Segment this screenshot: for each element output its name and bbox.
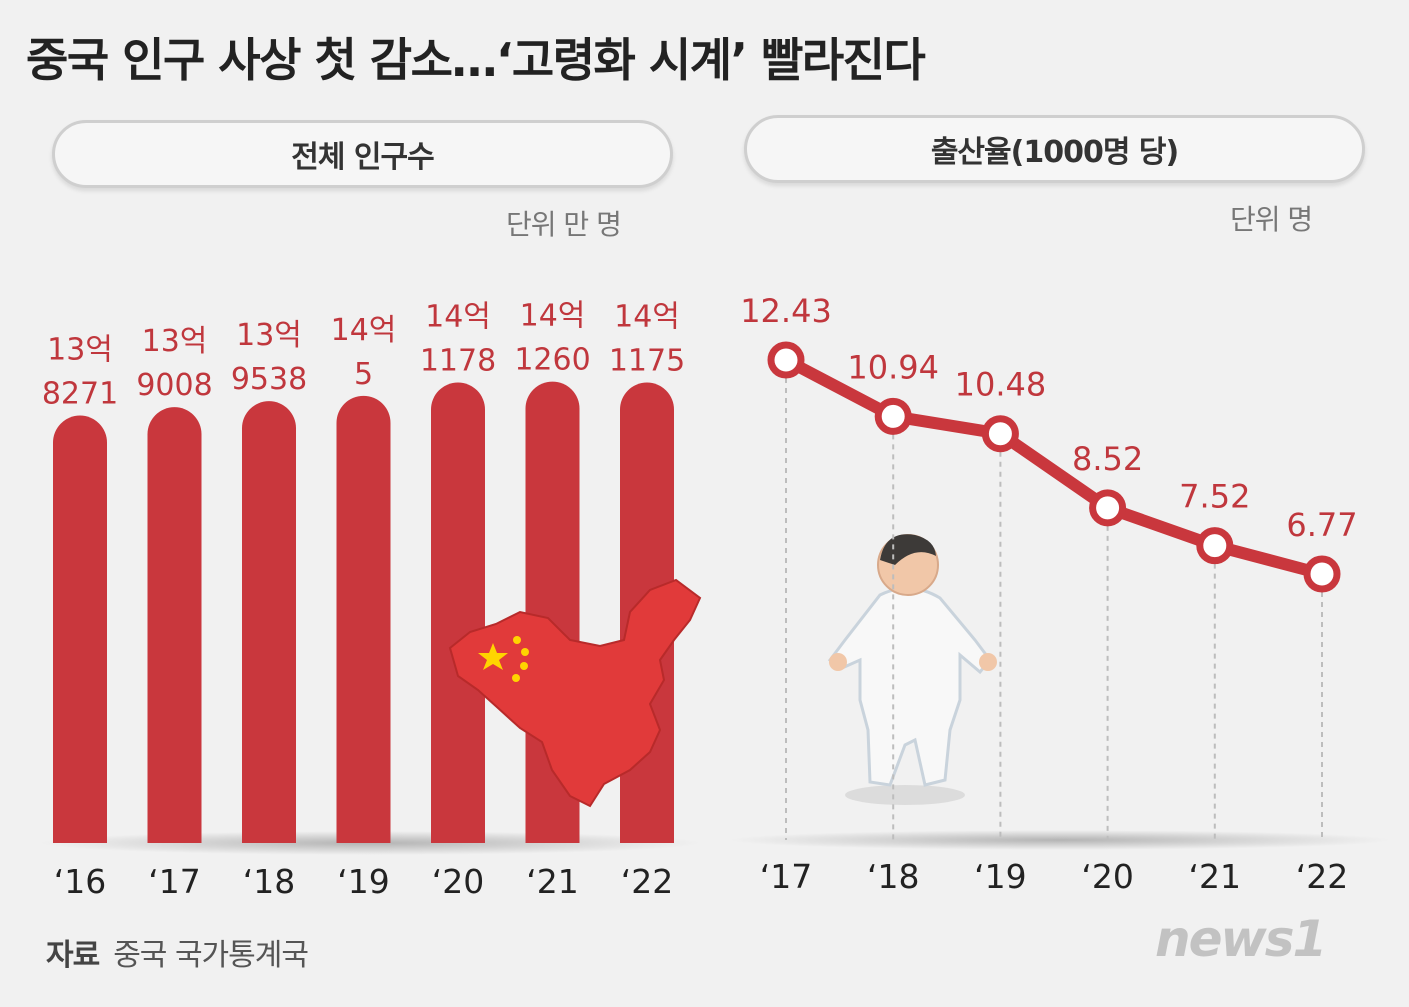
baby-illustration [827, 534, 997, 805]
population-chart-title: 전체 인구수 [52, 120, 673, 188]
bar-label-line1-5: 14억 [520, 299, 586, 334]
data-point-2 [981, 415, 1019, 453]
population-bar-1 [147, 407, 202, 843]
birthrate-line [780, 354, 1328, 580]
birthrate-points [767, 341, 1341, 593]
page-title: 중국 인구 사상 첫 감소…‘고령화 시계’ 빨라진다 [26, 33, 926, 87]
value-label-5: 6.77 [1286, 506, 1357, 544]
bar-label-line1-6: 14억 [614, 300, 680, 335]
x-tick-1: ‘18 [867, 857, 919, 896]
x-tick-5: ‘22 [1296, 857, 1348, 896]
value-label-4: 7.52 [1179, 478, 1250, 516]
bar-label-line2-6: 1175 [609, 344, 685, 379]
value-label-3: 8.52 [1072, 440, 1143, 478]
line-floor-shadow [730, 830, 1390, 850]
x-tick-4: ‘21 [1189, 857, 1241, 896]
birthrate-x-ticks: ‘17 ‘18 ‘19 ‘20 ‘21 ‘22 [760, 857, 1348, 896]
data-point-0 [767, 341, 805, 379]
population-x-ticks: ‘16 ‘17 ‘18 ‘19 ‘20 ‘21 ‘22 [54, 862, 673, 901]
source-label: 자료 [46, 938, 100, 973]
source-note: 자료 중국 국가통계국 [46, 930, 309, 974]
bar-label-line2-3: 5 [354, 357, 373, 392]
x-tick-3: ‘19 [337, 862, 389, 901]
x-tick-3: ‘20 [1081, 857, 1133, 896]
data-point-4 [1196, 527, 1234, 565]
bar-label-line1-4: 14억 [425, 300, 491, 335]
bar-label-line2-2: 9538 [231, 362, 307, 397]
bar-label-line1-3: 14억 [331, 313, 397, 348]
population-unit-label: 단위 만 명 [506, 208, 622, 241]
data-point-1 [874, 397, 912, 435]
x-tick-4: ‘20 [432, 862, 484, 901]
x-tick-0: ‘16 [54, 862, 106, 901]
birthrate-unit-label: 단위 명 [1230, 203, 1313, 236]
data-point-5 [1303, 555, 1341, 593]
x-tick-2: ‘19 [974, 857, 1026, 896]
birthrate-value-labels: 12.43 10.94 10.48 8.52 7.52 6.77 [740, 292, 1357, 544]
value-label-2: 10.48 [955, 366, 1047, 404]
data-point-3 [1089, 489, 1127, 527]
population-bar-3 [336, 395, 391, 843]
x-tick-1: ‘17 [148, 862, 200, 901]
bar-label-line2-4: 1178 [420, 344, 496, 379]
source-value: 중국 국가통계국 [113, 938, 309, 973]
population-bar-4 [431, 382, 485, 843]
x-tick-6: ‘22 [621, 862, 673, 901]
bar-label-line2-0: 8271 [42, 377, 118, 412]
bar-label-line1-1: 13억 [142, 324, 208, 359]
population-bar-2 [242, 401, 296, 843]
bar-label-line2-5: 1260 [514, 343, 590, 378]
population-bar-0 [53, 415, 107, 843]
news1-logo: news1 [1155, 910, 1327, 968]
bar-label-line2-1: 9008 [136, 368, 212, 403]
value-label-0: 12.43 [740, 292, 832, 330]
x-tick-5: ‘21 [526, 862, 578, 901]
population-bar-labels: 13억 8271 13억 9008 13억 9538 14억 5 14억 1178 14억 1260 1… [42, 299, 685, 412]
x-tick-0: ‘17 [760, 857, 812, 896]
value-label-1: 10.94 [847, 348, 939, 386]
bar-label-line1-2: 13억 [236, 318, 302, 353]
birthrate-chart-title: 출산율(1000명 당) [744, 115, 1365, 183]
x-tick-2: ‘18 [243, 862, 295, 901]
birthrate-guide-lines [785, 378, 1323, 840]
bar-label-line1-0: 13억 [47, 333, 113, 368]
china-map-icon [448, 578, 702, 808]
